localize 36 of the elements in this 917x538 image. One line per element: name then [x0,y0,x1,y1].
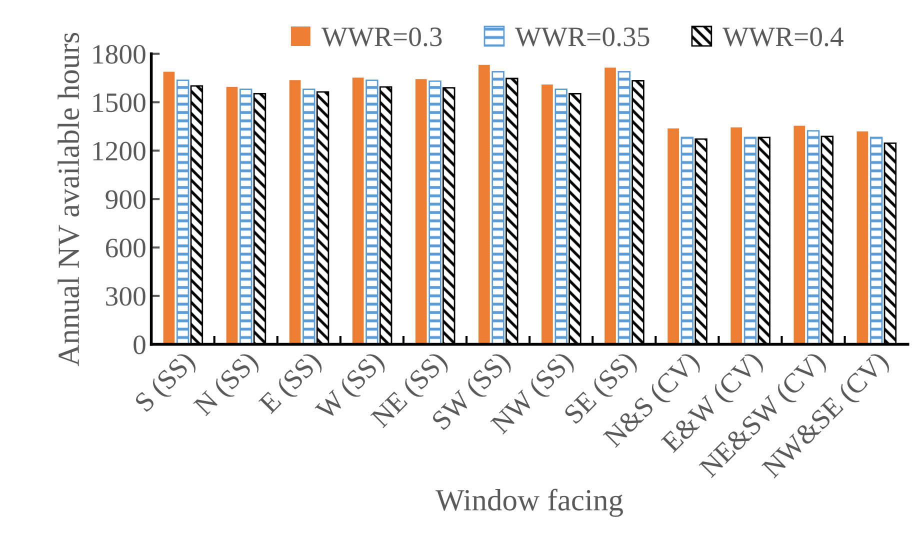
bar [542,84,553,344]
x-axis-title: Window facing [436,488,623,517]
bar [680,136,694,344]
legend-label: WWR=0.3 [322,27,442,46]
bar [870,136,883,344]
bar [668,128,679,344]
y-tick-label: 1200 [93,142,146,161]
bar [806,130,820,344]
bar [289,80,301,344]
y-axis-title: Annual NV available hours [58,32,80,366]
bar [492,71,504,344]
bar [744,136,757,344]
bar [176,80,190,344]
y-tick-label: 600 [106,238,146,258]
bar [554,88,568,344]
bar [856,131,868,344]
bar [302,88,316,344]
bar [352,78,364,344]
legend-label: WWR=0.35 [515,27,650,46]
bar [604,68,616,344]
bar [240,88,252,344]
bar [794,126,806,344]
bar [226,86,238,344]
bar [366,80,378,344]
legend-label: WWR=0.4 [722,27,844,46]
bar [730,127,742,344]
y-tick-label: 1500 [93,93,146,112]
y-tick-label: 900 [106,190,146,209]
bar [478,64,490,344]
bar [428,80,442,344]
y-tick-label: 300 [106,287,146,306]
y-tick-label: 1800 [93,44,146,64]
bar [618,71,630,344]
bar [415,79,427,344]
y-tick-label: 0 [134,335,146,354]
bar [163,72,175,344]
